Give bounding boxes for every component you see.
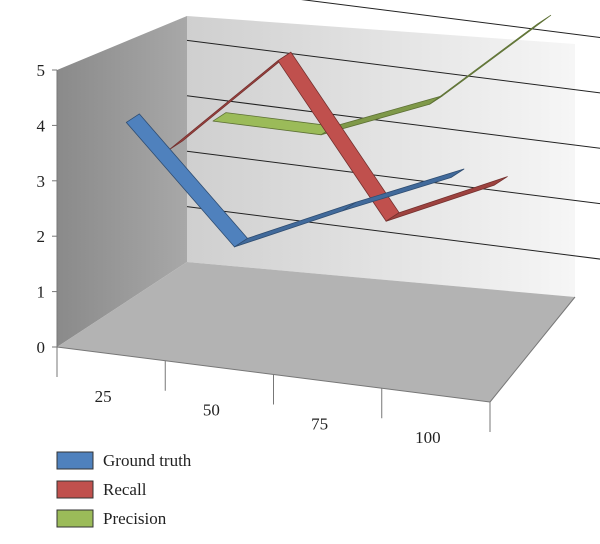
ribbon-segment-0-2 <box>342 168 465 212</box>
legend: Ground truth Recall Precision <box>56 451 192 528</box>
x-axis-ticks: 25 50 75 100 <box>56 347 491 447</box>
ribbon-segment-1-2 <box>385 176 508 222</box>
series-precision <box>212 14 552 136</box>
legend-swatch-2 <box>56 509 94 528</box>
legend-label-0: Ground truth <box>103 451 192 470</box>
series-layer <box>125 14 552 248</box>
legend-swatch-0 <box>56 451 94 470</box>
floor <box>57 262 575 402</box>
gridline-3 <box>186 95 600 149</box>
y-tick-label-5: 5 <box>37 61 46 80</box>
gridlines <box>186 0 600 260</box>
y-tick-label-3: 3 <box>37 172 46 191</box>
plot-walls <box>56 16 576 403</box>
floor-right-edge <box>489 296 576 403</box>
legend-swatch-1 <box>56 480 94 499</box>
x-tick-label-3: 100 <box>415 428 441 447</box>
series-ground-truth <box>125 113 465 248</box>
gridline-1 <box>186 206 600 260</box>
side-wall <box>57 16 187 347</box>
x-tick-label-2: 75 <box>311 414 328 433</box>
y-tick-label-2: 2 <box>37 227 46 246</box>
series-recall <box>169 51 508 222</box>
y-tick-label-4: 4 <box>37 116 46 135</box>
legend-label-1: Recall <box>103 480 147 499</box>
gridline-5 <box>301 0 600 38</box>
y-axis-ticks: 0 1 2 3 4 5 <box>37 61 57 357</box>
gridline-2 <box>186 150 600 205</box>
x-tick-label-0: 25 <box>95 387 112 406</box>
y-tick-label-1: 1 <box>37 283 46 302</box>
ribbon-segment-2-2 <box>429 14 552 105</box>
y-tick-label-0: 0 <box>37 338 46 357</box>
back-wall <box>187 16 575 297</box>
legend-label-2: Precision <box>103 509 167 528</box>
x-tick-label-1: 50 <box>203 401 220 420</box>
gridline-4 <box>186 39 600 94</box>
